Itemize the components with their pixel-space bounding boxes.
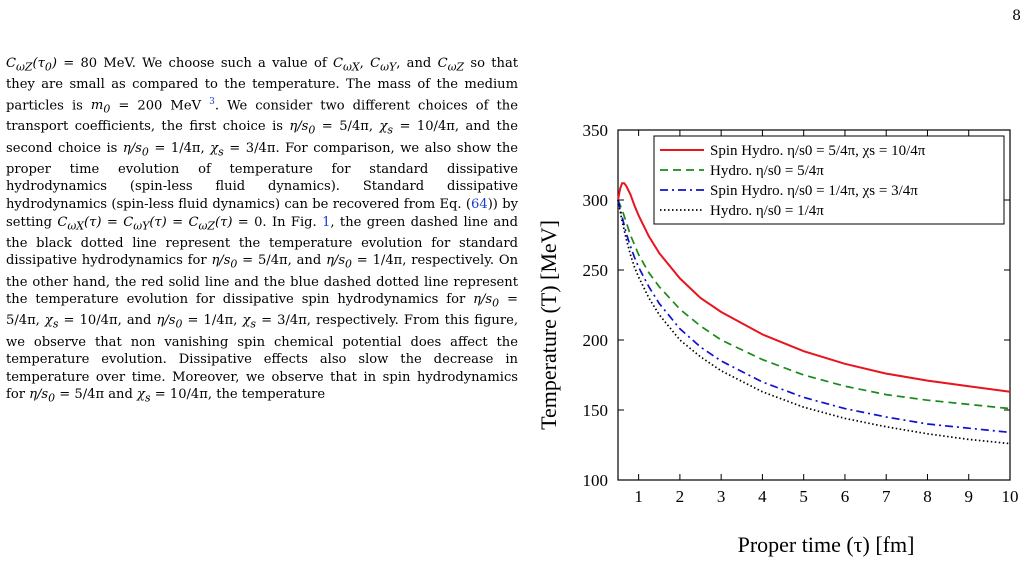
series-line-3 [617, 199, 1011, 434]
x-axis-label: Proper time (τ) [fm] [738, 532, 915, 557]
series-line-4 [617, 199, 1011, 445]
y-tick-label: 350 [583, 121, 609, 140]
legend-label-1: Spin Hydro. η/s0 = 5/4π, χs = 10/4π [710, 143, 926, 159]
x-tick-label: 8 [923, 487, 932, 506]
figure: 1 2 3 4 5 6 7 8 9 10 100 150 200 250 300 350 Spin Hydro… [532, 110, 1029, 580]
x-tick-label: 10 [1002, 487, 1019, 506]
legend-label-4: Hydro. η/s0 = 1/4π [710, 203, 824, 219]
chart-axes: 1 2 3 4 5 6 7 8 9 10 100 150 200 250 300 350 [583, 121, 1019, 506]
figure-link[interactable]: 1 [322, 214, 331, 230]
plot-frame [617, 129, 1011, 481]
y-tick-label: 200 [583, 331, 609, 350]
x-tick-label: 5 [799, 487, 808, 506]
legend-label-2: Hydro. η/s0 = 5/4π [710, 163, 824, 179]
x-tick-label: 3 [717, 487, 726, 506]
body-paragraph: CωZ(τ0) = 80 MeV. We choose such a value… [6, 56, 519, 405]
y-tick-label: 150 [583, 401, 609, 420]
x-tick-label: 9 [964, 487, 973, 506]
y-tick-label: 100 [583, 471, 609, 490]
x-tick-label: 4 [758, 487, 767, 506]
x-tick-label: 1 [634, 487, 643, 506]
footnote-link[interactable]: 3 [209, 96, 215, 107]
temperature-chart: 1 2 3 4 5 6 7 8 9 10 100 150 200 250 300 350 Spin Hydro… [536, 121, 1019, 557]
x-tick-label: 2 [676, 487, 685, 506]
series-line-1 [617, 182, 1011, 393]
chart-legend: Spin Hydro. η/s0 = 5/4π, χs = 10/4π Hydro… [653, 135, 1005, 225]
y-tick-label: 250 [583, 261, 609, 280]
y-tick-label: 300 [583, 191, 609, 210]
y-axis-label: Temperature (T) [MeV] [536, 220, 561, 430]
x-tick-label: 6 [841, 487, 850, 506]
legend-label-3: Spin Hydro. η/s0 = 1/4π, χs = 3/4π [710, 183, 918, 199]
series-line-2 [617, 199, 1011, 410]
page-number: 8 [1012, 8, 1021, 24]
x-tick-label: 7 [882, 487, 891, 506]
chart-series [617, 182, 1011, 445]
legend-box [653, 135, 1005, 225]
equation-link[interactable]: 64 [471, 196, 488, 212]
